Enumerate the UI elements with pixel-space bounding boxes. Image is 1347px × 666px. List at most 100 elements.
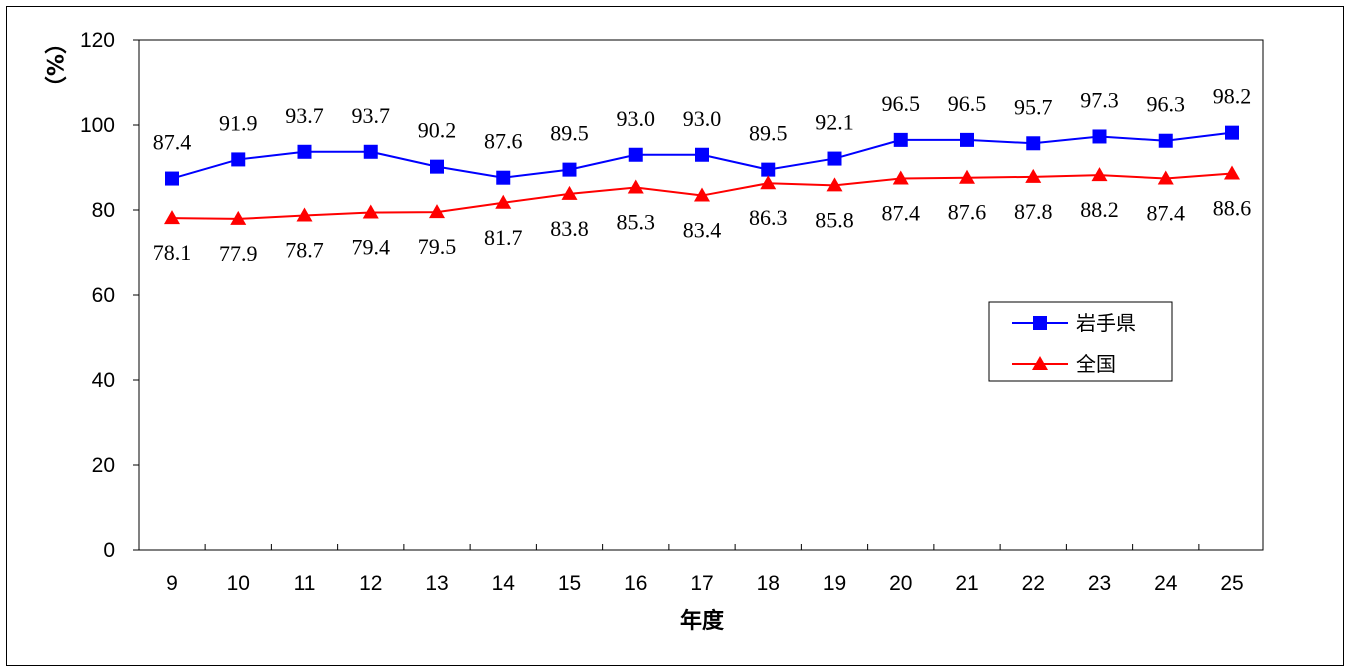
data-label: 88.6 — [1213, 195, 1252, 220]
data-label: 83.4 — [683, 218, 722, 243]
data-label: 87.6 — [948, 200, 987, 225]
data-point-triangle — [296, 207, 313, 222]
legend-label-national: 全国 — [1076, 352, 1116, 376]
data-point-triangle — [627, 179, 644, 194]
data-label: 93.7 — [352, 103, 391, 128]
data-label: 93.0 — [617, 106, 656, 131]
data-point-triangle — [230, 210, 247, 225]
data-label: 77.9 — [219, 241, 258, 266]
x-tick-label: 19 — [823, 572, 846, 595]
legend-marker-national — [1032, 356, 1048, 370]
x-tick-label: 13 — [425, 572, 448, 595]
data-label: 96.5 — [882, 91, 921, 116]
data-point-triangle — [429, 204, 445, 219]
data-label: 88.2 — [1080, 197, 1119, 222]
x-tick-label: 16 — [624, 572, 647, 595]
x-tick-label: 9 — [166, 572, 178, 595]
data-point-square — [628, 147, 643, 162]
legend-label-iwate: 岩手県 — [1076, 311, 1136, 335]
data-point-square — [1026, 136, 1041, 151]
data-label: 95.7 — [1014, 94, 1053, 119]
x-tick-label: 15 — [558, 572, 581, 595]
legend-item-iwate: 岩手県 — [1012, 311, 1136, 335]
data-point-square — [827, 151, 842, 166]
data-labels: 87.4 91.9 93.7 93.7 90.2 87.6 89.5 93.0 93.0 89.5… — [153, 84, 1252, 266]
data-point-square — [562, 162, 577, 177]
data-label: 78.1 — [153, 240, 192, 265]
legend-box — [988, 301, 1173, 382]
data-label: 98.2 — [1213, 84, 1252, 109]
x-tick-label: 22 — [1022, 572, 1045, 595]
data-label: 85.3 — [617, 209, 656, 234]
data-point-square — [165, 171, 179, 186]
data-label: 87.6 — [484, 129, 523, 154]
y-tick-label: 120 — [80, 29, 115, 52]
data-label: 93.0 — [683, 106, 722, 131]
x-tick-label: 23 — [1088, 572, 1111, 595]
data-point-triangle — [362, 204, 379, 219]
y-tick-label: 80 — [92, 199, 115, 222]
x-axis: 9 10 11 12 13 14 15 16 17 18 19 20 21 22 23 24 25 — [166, 544, 1244, 595]
data-label: 79.4 — [352, 235, 391, 260]
data-point-triangle — [561, 185, 578, 200]
x-tick-label: 17 — [690, 572, 713, 595]
data-label: 96.3 — [1147, 92, 1186, 117]
data-point-triangle — [1157, 170, 1174, 185]
y-axis: 0 20 40 60 80 100 120 — [80, 29, 139, 562]
data-label: 91.9 — [219, 110, 258, 135]
data-label: 92.1 — [815, 110, 854, 135]
data-point-triangle — [760, 175, 777, 190]
data-point-triangle — [1025, 168, 1042, 183]
y-tick-label: 40 — [92, 369, 115, 392]
data-label: 87.4 — [153, 130, 192, 155]
x-tick-label: 14 — [492, 572, 516, 595]
data-point-triangle — [892, 170, 909, 185]
data-point-square — [761, 162, 776, 177]
x-tick-label: 12 — [359, 572, 382, 595]
x-axis-title: 年度 — [680, 608, 725, 634]
legend-item-national: 全国 — [1012, 352, 1116, 376]
data-point-triangle — [694, 187, 710, 202]
data-label: 79.5 — [418, 234, 457, 259]
x-tick-label: 21 — [955, 572, 978, 595]
y-tick-label: 100 — [80, 114, 115, 137]
data-label: 86.3 — [749, 205, 788, 230]
x-tick-label: 25 — [1220, 572, 1243, 595]
data-label: 93.7 — [285, 103, 324, 128]
y-axis-title: （%） — [41, 32, 66, 98]
data-label: 89.5 — [749, 121, 788, 146]
data-point-triangle — [164, 210, 180, 225]
data-label: 87.8 — [1014, 199, 1053, 224]
data-point-triangle — [959, 169, 975, 184]
y-tick-label: 60 — [92, 284, 115, 307]
data-point-square — [893, 132, 908, 147]
data-point-square — [1092, 129, 1107, 144]
y-tick-label: 20 — [92, 454, 115, 477]
data-label: 83.8 — [550, 216, 589, 241]
x-tick-label: 18 — [757, 572, 780, 595]
x-tick-label: 20 — [889, 572, 912, 595]
data-point-square — [1225, 125, 1239, 140]
data-point-triangle — [826, 177, 843, 192]
data-label: 78.7 — [285, 238, 324, 263]
data-point-triangle — [1224, 165, 1240, 180]
legend: 岩手県 全国 — [988, 301, 1173, 382]
data-label: 85.8 — [815, 207, 854, 232]
legend-marker-iwate — [1033, 316, 1047, 330]
data-point-triangle — [1091, 167, 1108, 182]
x-tick-label: 24 — [1154, 572, 1178, 595]
data-label: 89.5 — [550, 121, 589, 146]
data-point-square — [960, 132, 974, 147]
data-point-square — [231, 152, 246, 167]
data-label: 81.7 — [484, 225, 523, 250]
y-tick-label: 0 — [103, 539, 115, 562]
data-point-triangle — [495, 194, 512, 209]
data-point-square — [297, 144, 312, 159]
data-label: 96.5 — [948, 91, 987, 116]
data-label: 87.4 — [882, 201, 921, 226]
data-point-square — [695, 147, 709, 162]
x-tick-label: 10 — [227, 572, 250, 595]
data-point-square — [430, 159, 444, 174]
series-layer — [164, 125, 1240, 225]
